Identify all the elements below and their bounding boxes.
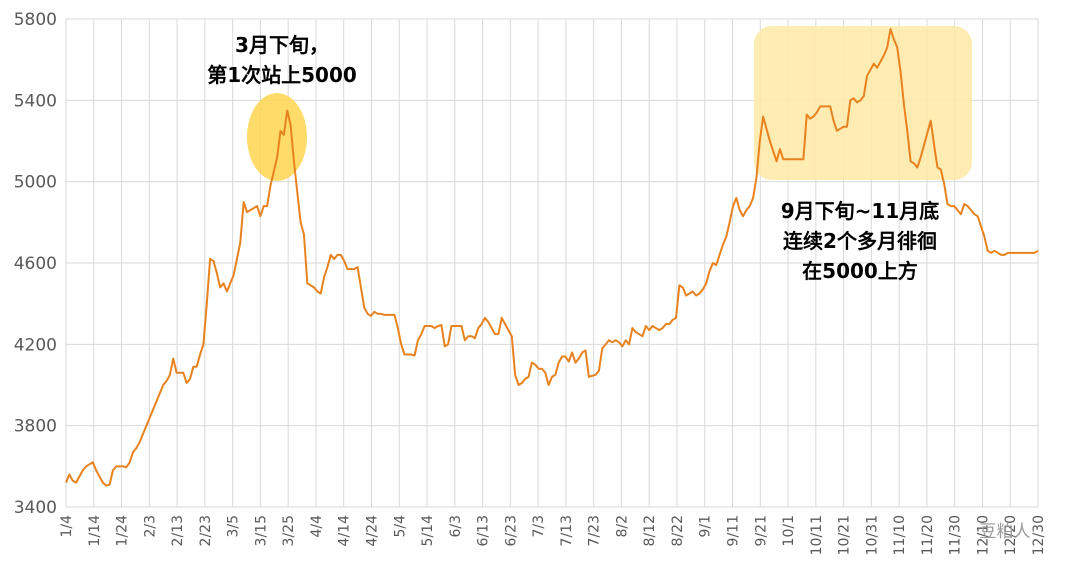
x-tick-label: 6/3 [448, 515, 464, 538]
x-tick-label: 5/4 [392, 515, 408, 538]
y-tick-label: 5800 [14, 10, 57, 30]
autumn-range-highlight [754, 26, 972, 180]
x-tick-label: 2/23 [198, 515, 214, 546]
annotation-1-line-0: 9月下旬~11月底 [781, 199, 940, 223]
x-tick-label: 6/23 [503, 515, 519, 546]
x-tick-label: 8/22 [670, 515, 686, 546]
x-tick-label: 9/21 [753, 515, 769, 546]
x-tick-label: 9/11 [726, 515, 742, 546]
x-tick-label: 10/21 [837, 515, 853, 555]
y-tick-label: 5400 [14, 91, 57, 111]
series-line-0 [65, 28, 1039, 487]
x-tick-label: 8/12 [642, 515, 658, 546]
x-tick-label: 7/3 [531, 515, 547, 538]
x-tick-label: 3/25 [281, 515, 297, 546]
y-tick-label: 3400 [14, 498, 57, 518]
x-tick-label: 4/4 [309, 515, 325, 538]
x-tick-label: 11/30 [948, 515, 964, 555]
watermark: 豆粕人 [980, 522, 1031, 542]
annotation-1-line-1: 连续2个多月徘徊 [783, 229, 937, 253]
x-tick-label: 4/24 [364, 515, 380, 547]
annotation-0-line-0: 3月下旬， [235, 33, 329, 57]
x-tick-label: 7/13 [559, 515, 575, 546]
y-tick-label: 3800 [14, 417, 57, 437]
x-tick-label: 10/11 [809, 515, 825, 555]
y-tick-label: 4200 [14, 335, 57, 355]
x-tick-label: 4/14 [337, 515, 353, 547]
annotation-1-line-2: 在5000上方 [802, 259, 918, 283]
x-tick-label: 6/13 [476, 515, 492, 546]
x-tick-label: 8/2 [614, 515, 630, 538]
x-axis-tick-labels: 1/4 1/14 1/24 2/3 2/13 2/23 3/5 3/15 3/25 4/4 4/14… [59, 515, 1047, 555]
x-tick-label: 10/1 [781, 515, 797, 546]
x-tick-label: 1/24 [115, 515, 131, 547]
series-layer [65, 28, 1039, 487]
x-tick-label: 1/4 [59, 515, 75, 538]
x-tick-label: 12/20 [1003, 515, 1019, 555]
x-tick-label: 2/13 [170, 515, 186, 546]
watermark-text: 豆粕人 [980, 522, 1031, 542]
horizontal-gridlines [66, 18, 1038, 508]
x-tick-label: 12/30 [1031, 515, 1047, 555]
y-tick-label: 4600 [14, 254, 57, 274]
y-axis-tick-labels: 3400 3800 4200 4600 5000 5400 5800 [14, 10, 57, 518]
x-tick-label: 11/10 [892, 515, 908, 555]
x-tick-label: 1/14 [87, 515, 103, 547]
x-tick-label: 5/14 [420, 515, 436, 547]
x-tick-label: 9/1 [698, 515, 714, 538]
x-tick-label: 7/23 [587, 515, 603, 546]
annotation-0-line-1: 第1次站上5000 [207, 63, 357, 87]
x-tick-label: 12/10 [975, 515, 991, 555]
x-tick-label: 3/15 [253, 515, 269, 546]
march-peak-highlight [247, 93, 307, 181]
x-tick-label: 11/20 [920, 515, 936, 555]
y-tick-label: 5000 [14, 173, 57, 193]
vertical-gridlines [65, 19, 1039, 507]
x-tick-label: 2/3 [142, 515, 158, 538]
annotation-highlights [247, 26, 972, 181]
x-tick-label: 10/31 [864, 515, 880, 555]
x-tick-label: 3/5 [226, 515, 242, 538]
